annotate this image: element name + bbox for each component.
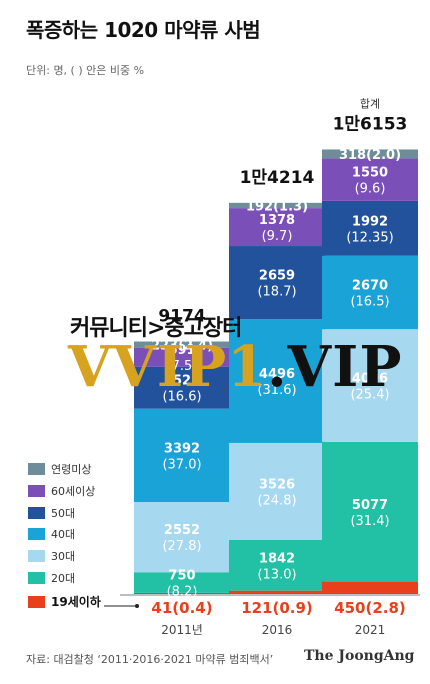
total-label-1: 1만4214 (240, 168, 315, 188)
segment-label-1-1-1: (13.0) (257, 567, 296, 582)
bar-segment-2-2 (322, 329, 418, 442)
chart-title: 폭증하는 1020 마약류 사범 (26, 18, 261, 42)
publisher-logo: The JoongAng (304, 648, 415, 664)
segment-label-1-0-1: (8.2) (167, 585, 198, 600)
legend-swatch-0 (28, 596, 45, 608)
under19-label-2: 450(2.8) (334, 599, 406, 617)
segment-label-1-2-0: 5077 (352, 498, 388, 513)
category-label-2: 2021 (355, 623, 386, 637)
segment-label-1-1-0: 1842 (259, 551, 295, 566)
segment-label-5-0-1: (7.5) (167, 359, 198, 374)
legend-swatch-5 (28, 485, 45, 497)
segment-label-3-2-0: 2670 (352, 278, 388, 293)
segment-label-4-2-0: 1992 (352, 214, 388, 229)
segment-label-1-0-0: 750 (168, 569, 195, 584)
legend-label-1: 20대 (51, 572, 75, 585)
bar-segment-2-1 (229, 442, 325, 540)
segment-label-2-0-0: 2552 (164, 523, 200, 538)
segment-label-5-2-1: (9.6) (355, 182, 386, 197)
segment-label-2-1-1: (24.8) (257, 493, 296, 508)
legend-label-5: 60세이상 (51, 485, 95, 498)
segment-label-6-2: 318(2.0) (339, 148, 401, 163)
under19-label-0: 41(0.4) (151, 599, 212, 617)
legend-swatch-1 (28, 572, 45, 584)
source-note: 자료: 대검찰청 ‘2011·2016·2021 마약류 범죄백서’ (26, 653, 274, 666)
under19-label-1: 121(0.9) (241, 599, 313, 617)
unit-note: 단위: 명, ( ) 안은 비중 % (26, 64, 145, 77)
bar-segment-5-1 (229, 208, 325, 247)
segment-label-2-2-1: (25.4) (350, 388, 389, 403)
bar-segment-6-0 (134, 341, 230, 348)
segment-label-3-1-1: (31.6) (257, 383, 296, 398)
segment-label-6-0: 223(2.4) (151, 339, 213, 354)
bar-segment-5-0 (134, 347, 230, 367)
bar-segment-3-0 (134, 408, 230, 503)
bar-segment-6-1 (229, 202, 325, 209)
watermark-dot: . (267, 334, 288, 400)
legend-swatch-4 (28, 507, 45, 519)
segment-label-4-1-1: (18.7) (257, 285, 296, 300)
bar-segment-0-2 (322, 581, 418, 594)
bar-segment-0-0 (134, 592, 230, 594)
segment-label-4-0-0: 1525 (164, 374, 200, 389)
bar-segment-3-1 (229, 319, 325, 443)
bar-segment-4-1 (229, 246, 325, 320)
segment-label-6-1: 192(1.3) (246, 199, 308, 214)
segment-label-5-1-0: 1378 (259, 213, 295, 228)
bar-segment-4-2 (322, 200, 418, 256)
bar-segment-2-0 (134, 502, 230, 573)
segment-label-5-0-0: 691 (168, 343, 195, 358)
category-label-1: 2016 (262, 623, 293, 637)
legend-swatch-2 (28, 550, 45, 562)
segment-label-1-2-1: (31.4) (350, 514, 389, 529)
bar-segment-5-2 (322, 158, 418, 201)
segment-label-4-2-1: (12.35) (346, 230, 393, 245)
segment-label-4-1-0: 2659 (259, 269, 295, 284)
bar-segment-1-2 (322, 441, 418, 582)
legend-swatch-6 (28, 463, 45, 475)
legend-label-2: 30대 (51, 550, 75, 563)
segment-label-2-1-0: 3526 (259, 477, 295, 492)
segment-label-2-2-0: 4096 (352, 372, 388, 387)
bar-segment-1-1 (229, 539, 325, 591)
category-label-0: 2011년 (161, 623, 203, 637)
segment-label-3-2-1: (16.5) (350, 294, 389, 309)
legend-swatch-3 (28, 528, 45, 540)
watermark-text: 커뮤니티>중고장터 (70, 316, 242, 341)
watermark-vip: VIP (287, 334, 403, 400)
segment-label-3-0-0: 3392 (164, 441, 200, 456)
bar-segment-6-2 (322, 149, 418, 159)
segment-label-3-0-1: (37.0) (162, 457, 201, 472)
bar-segment-0-1 (229, 590, 325, 594)
segment-label-5-2-0: 1550 (352, 166, 388, 181)
under19-leader-dot (135, 604, 139, 608)
legend-label-4: 50대 (51, 507, 75, 520)
segment-label-5-1-1: (9.7) (262, 229, 293, 244)
total-prefix: 합계 (360, 97, 380, 110)
bar-segment-3-2 (322, 255, 418, 330)
legend-label-0: 19세이하 (51, 594, 101, 609)
segment-label-3-1-0: 4496 (259, 367, 295, 382)
bar-segment-1-0 (134, 572, 230, 593)
segment-label-4-0-1: (16.6) (162, 390, 201, 405)
legend-label-3: 40대 (51, 528, 75, 541)
legend-label-6: 연령미상 (51, 463, 91, 476)
bar-segment-4-0 (134, 366, 230, 409)
watermark-vvip1: VVIP1 (68, 334, 268, 400)
total-label-2: 1만6153 (333, 114, 408, 134)
segment-label-2-0-1: (27.8) (162, 539, 201, 554)
watermark-logo: VVIP1.VIP (68, 334, 402, 400)
baseline (120, 594, 420, 596)
total-label-0: 9174 (158, 307, 205, 327)
